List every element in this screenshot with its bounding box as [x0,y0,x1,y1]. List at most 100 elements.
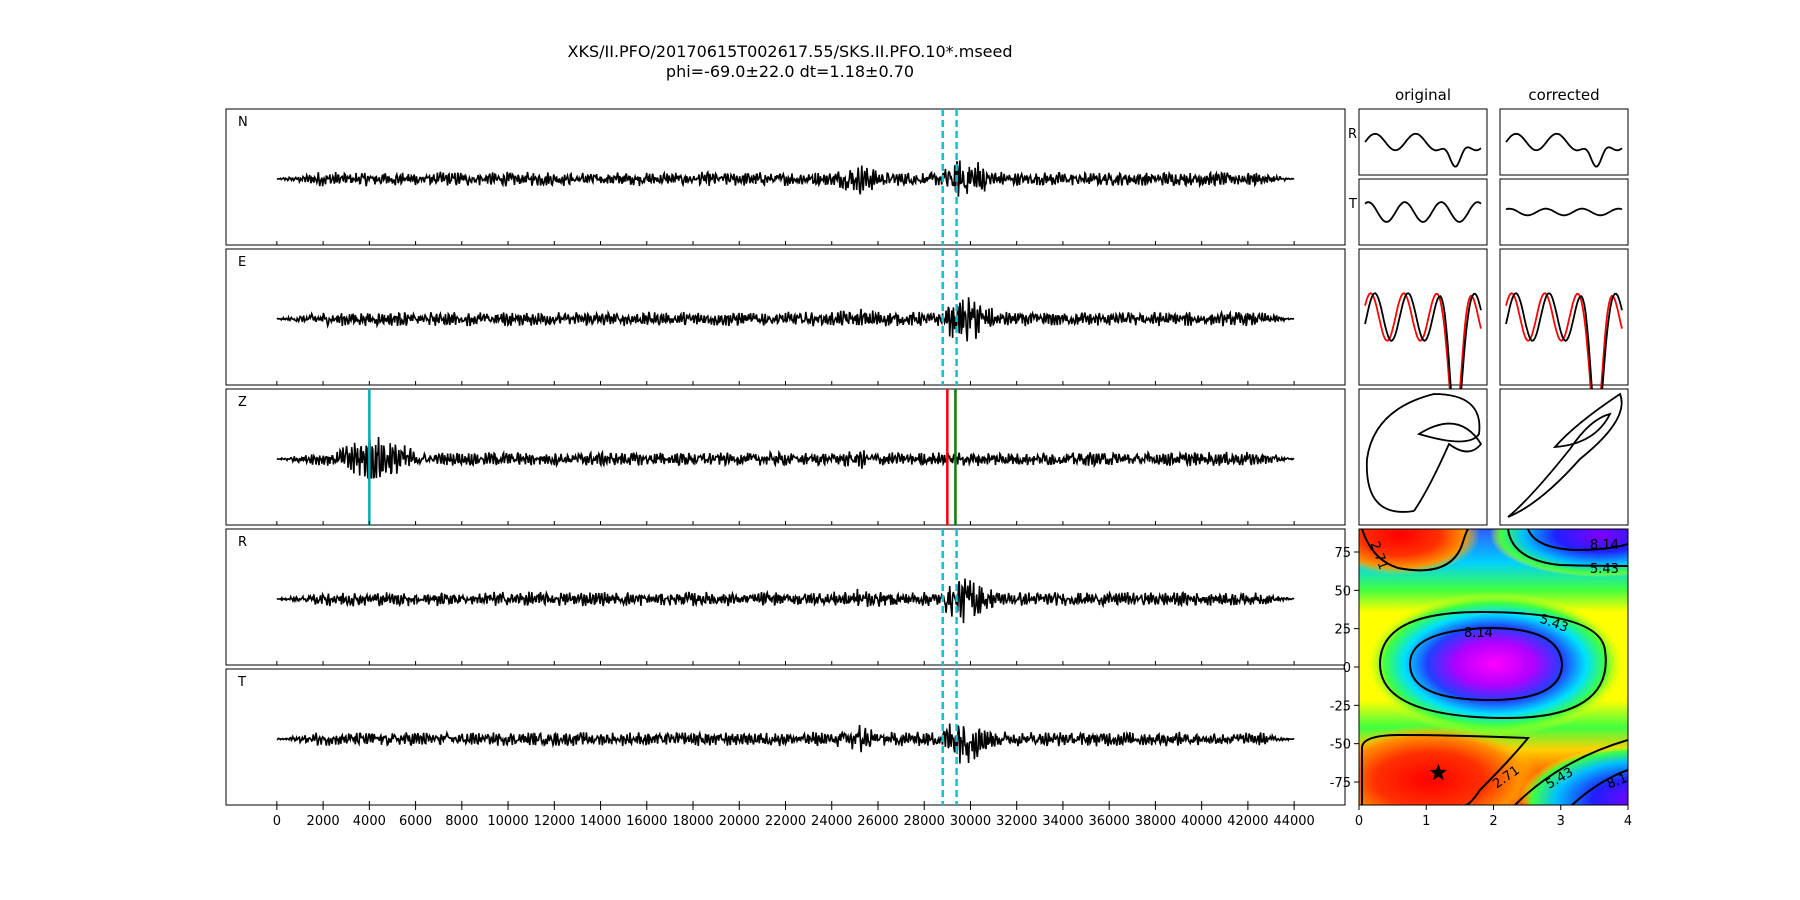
surface-magenta-center [1365,592,1625,736]
waveform-trace [276,436,1295,482]
panel-label: N [238,115,248,130]
component-label: R [1348,127,1357,142]
x-tick-label: 2 [1489,814,1497,829]
y-tick-label: 25 [1334,623,1351,638]
panel-label: E [238,255,246,270]
waveform-trace [276,297,1295,342]
r-component-trace [1505,132,1623,168]
figure-subtitle: phi=-69.0±22.0 dt=1.18±0.70 [666,62,914,81]
figure-title: XKS/II.PFO/20170615T002617.55/SKS.II.PFO… [568,42,1013,61]
particle-motion-trace [1366,393,1483,513]
seismogram-panels: N E Z R T [225,108,1346,806]
x-tick-label: 3 [1557,814,1565,829]
original-panel-3 [1358,388,1488,526]
panel-frame [1358,388,1488,526]
contour-line [1507,529,1628,567]
x-tick-label: 10000 [487,814,528,829]
x-tick-label: 4 [1624,814,1632,829]
column-title-corrected: corrected [1528,86,1599,104]
x-tick-label: 0 [273,814,281,829]
contour-line [1527,529,1628,552]
y-tick-label: 75 [1334,546,1351,561]
x-tick-label: 0 [1355,814,1363,829]
waveform-trace [276,723,1295,764]
t-component-trace [1505,207,1623,217]
x-tick-label: 18000 [672,814,713,829]
contour-label: 8.14 [1464,626,1493,641]
panel-label: T [237,675,246,690]
y-tick-label: 50 [1334,584,1351,599]
x-tick-label: 24000 [811,814,852,829]
error-surface: 2.71 8.14 5.43 8.14 5.43 2.71 5.43 8.1 0… [1330,528,1632,829]
contour-label: 5.43 [1590,562,1619,577]
contour-label: 8.1 [1605,771,1630,792]
slow-component-trace [1364,292,1482,430]
x-tick-label: 40000 [1181,814,1222,829]
y-tick-label: -25 [1330,699,1351,714]
x-tick-label: 1 [1422,814,1430,829]
waveform-trace [276,578,1295,624]
r-component-trace [1364,132,1482,168]
x-tick-label: 38000 [1135,814,1176,829]
x-tick-label: 14000 [580,814,621,829]
x-tick-label: 8000 [445,814,478,829]
x-tick-label: 16000 [626,814,667,829]
seismogram-panel-n: N [225,108,1346,246]
comparison-panels: RT [1348,108,1629,526]
y-tick-label: -75 [1330,776,1351,791]
original-panel-0: R [1348,108,1488,176]
surface-axes: 0 1 2 3 4 75 50 25 0 -25 -50 -75 [1330,546,1632,829]
seismogram-panel-t: T [225,668,1346,806]
y-tick-label: 0 [1343,661,1351,676]
column-title-original: original [1395,86,1451,104]
contour-line [1571,769,1628,805]
x-tick-label: 34000 [1042,814,1083,829]
fast-component-trace [1364,292,1482,431]
fast-component-trace [1505,292,1623,431]
contour-line [1361,733,1531,805]
original-panel-2 [1358,248,1488,431]
panel-frame [1358,178,1488,246]
x-tick-label: 36000 [1088,814,1129,829]
contour-line [1514,739,1628,805]
corrected-panel-2 [1499,248,1629,431]
corrected-panel-3 [1499,388,1629,526]
corrected-panel-0 [1499,108,1629,176]
x-tick-label: 42000 [1227,814,1268,829]
particle-motion-trace [1507,392,1623,518]
panel-label: Z [238,395,247,410]
contour-label: 8.14 [1590,538,1619,553]
t-component-trace [1364,201,1482,223]
original-panel-1: T [1348,178,1488,246]
panel-frame [1499,178,1629,246]
surface-red-bottom [1359,725,1540,805]
x-tick-label: 44000 [1273,814,1314,829]
y-tick-label: -50 [1330,738,1351,753]
contour-line [1361,529,1469,572]
best-fit-star-icon [1429,763,1447,781]
waveform-trace [276,160,1295,197]
x-tick-label: 32000 [996,814,1037,829]
x-tick-label: 28000 [904,814,945,829]
contour-line [1408,626,1564,702]
surface-blue-bottom [1520,745,1628,805]
x-tick-label: 20000 [719,814,760,829]
x-tick-label: 30000 [950,814,991,829]
x-tick-label: 4000 [353,814,386,829]
seismogram-panel-e: E [225,248,1346,386]
x-tick-label: 22000 [765,814,806,829]
component-label: T [1348,197,1357,212]
x-tick-label: 2000 [307,814,340,829]
seismogram-panel-r: R [225,528,1346,666]
x-tick-label: 26000 [857,814,898,829]
contour-line [1378,610,1607,720]
panel-frame [1358,108,1488,176]
x-tick-label: 12000 [534,814,575,829]
corrected-panel-1 [1499,178,1629,246]
x-tick-label: 6000 [399,814,432,829]
panel-frame [1499,108,1629,176]
seismogram-x-axis: 0 2000 4000 6000 8000 10000 12000 14000 16000 180… [273,805,1315,829]
slow-component-trace [1505,292,1623,430]
seismogram-panel-z: Z [225,388,1346,526]
